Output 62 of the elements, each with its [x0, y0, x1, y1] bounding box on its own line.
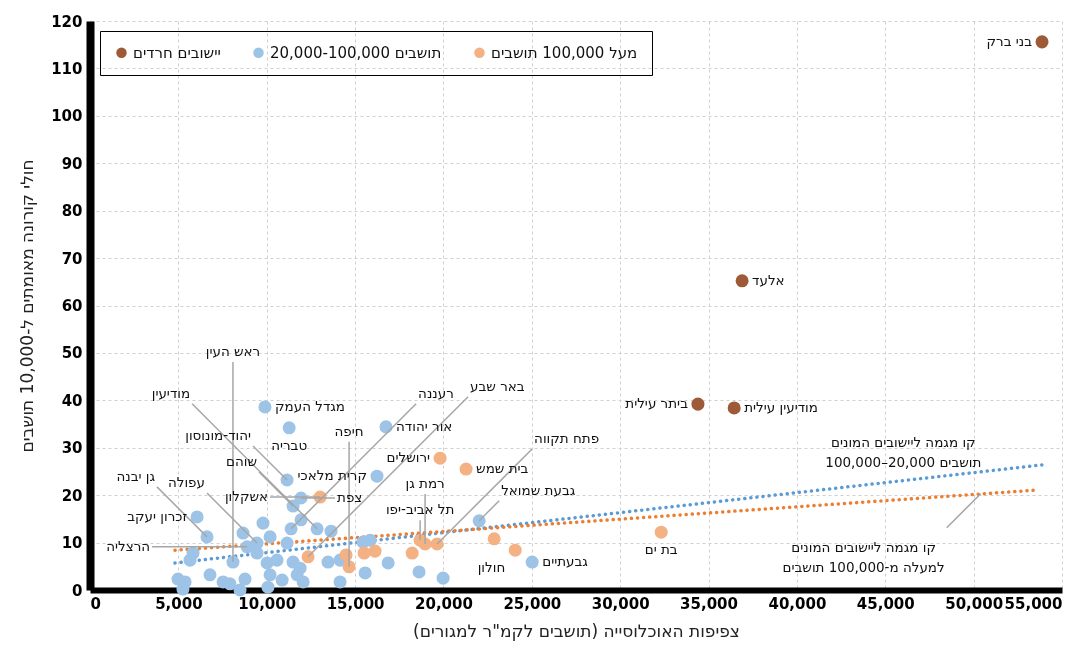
annotation: פתח תקווה — [534, 430, 600, 447]
annotation: ראש העין — [205, 343, 261, 360]
x-tick-label: 55,000 — [1004, 594, 1063, 613]
x-tick-label: 5,000 — [155, 594, 203, 613]
x-tick-label: 35,000 — [680, 594, 738, 613]
x-tick-label: 30,000 — [591, 594, 650, 613]
y-tick-label: 50 — [61, 344, 83, 363]
annotation: אור יהודה — [396, 417, 453, 434]
y-tick-label: 90 — [61, 154, 83, 173]
annotation: באר שבע — [470, 377, 525, 394]
annotation: גבעתיים — [542, 553, 589, 570]
annotation: הרצליה — [106, 537, 151, 554]
annotation: בית שמש — [476, 460, 529, 477]
y-tick-label: 120 — [51, 12, 83, 31]
annotation: צפת — [337, 489, 363, 506]
legend-label: יישובים חרדים — [133, 43, 221, 62]
y-tick-label: 20 — [61, 486, 83, 505]
x-tick-label: 0 — [90, 594, 101, 613]
annotation: תל אביב-יפו — [385, 501, 455, 518]
annotation: ביתר עילית — [625, 395, 689, 412]
x-tick-label: 10,000 — [238, 594, 297, 613]
annotation: ירושלים — [386, 449, 431, 466]
x-axis-title: צפיפות האוכלוסייה (תושבים לקמ"ר למגורים) — [413, 620, 740, 641]
annotation: יהוד-מונוסון — [185, 426, 252, 443]
annotation: אלעד — [752, 271, 785, 288]
annotation: רעננה — [418, 384, 454, 401]
x-tick-label: 50,000 — [945, 594, 1004, 613]
annotation: חיפה — [334, 422, 364, 439]
annotation: קו מגמה ליישובים המונים 100,000–20,000 תושבים — [825, 433, 982, 470]
y-tick-label: 10 — [61, 534, 83, 553]
annotation: מודיעין — [151, 384, 191, 401]
annotation: בני ברק — [986, 32, 1033, 49]
annotation: אשקלון — [224, 488, 269, 505]
y-tick-label: 80 — [61, 202, 83, 221]
x-tick-label: 15,000 — [326, 594, 385, 613]
x-tick-label: 25,000 — [503, 594, 562, 613]
legend-label: 20,000-100,000 תושבים — [270, 43, 442, 62]
y-tick-label: 40 — [61, 391, 83, 410]
annotation: קרית מלאכי — [297, 467, 368, 484]
annotation: טבריה — [271, 436, 308, 453]
x-tick-label: 20,000 — [415, 594, 473, 613]
annotation: עפולה — [167, 474, 206, 491]
y-tick-label: 70 — [61, 249, 83, 268]
annotation: גן יבנה — [116, 467, 156, 484]
y-axis-title: חולי קורונה מאומתים ל-10,000 תושבים — [17, 159, 38, 453]
annotation: גבעת שמואל — [501, 481, 576, 498]
x-tick-label: 45,000 — [856, 594, 915, 613]
y-tick-label: 60 — [61, 297, 83, 315]
annotation: מודיעין עילית — [744, 398, 818, 415]
y-tick-label: 0 — [72, 581, 83, 600]
y-tick-label: 100 — [51, 107, 83, 126]
y-tick-label: 30 — [61, 439, 83, 458]
annotation: זכרון יעקב — [127, 507, 188, 524]
annotation: שוהם — [226, 453, 258, 470]
annotation: קו מגמה ליישובים המונים למעלה מ-100,000 תושבים — [782, 538, 945, 575]
annotation: מגדל העמק — [274, 397, 346, 414]
x-tick-label: 40,000 — [768, 594, 827, 613]
annotation: חולון — [477, 559, 506, 576]
annotation: רמת גן — [405, 475, 445, 492]
annotation: בת ים — [644, 541, 678, 558]
y-tick-label: 110 — [51, 59, 83, 78]
legend-label: מעל 100,000 תושבים — [491, 43, 638, 62]
